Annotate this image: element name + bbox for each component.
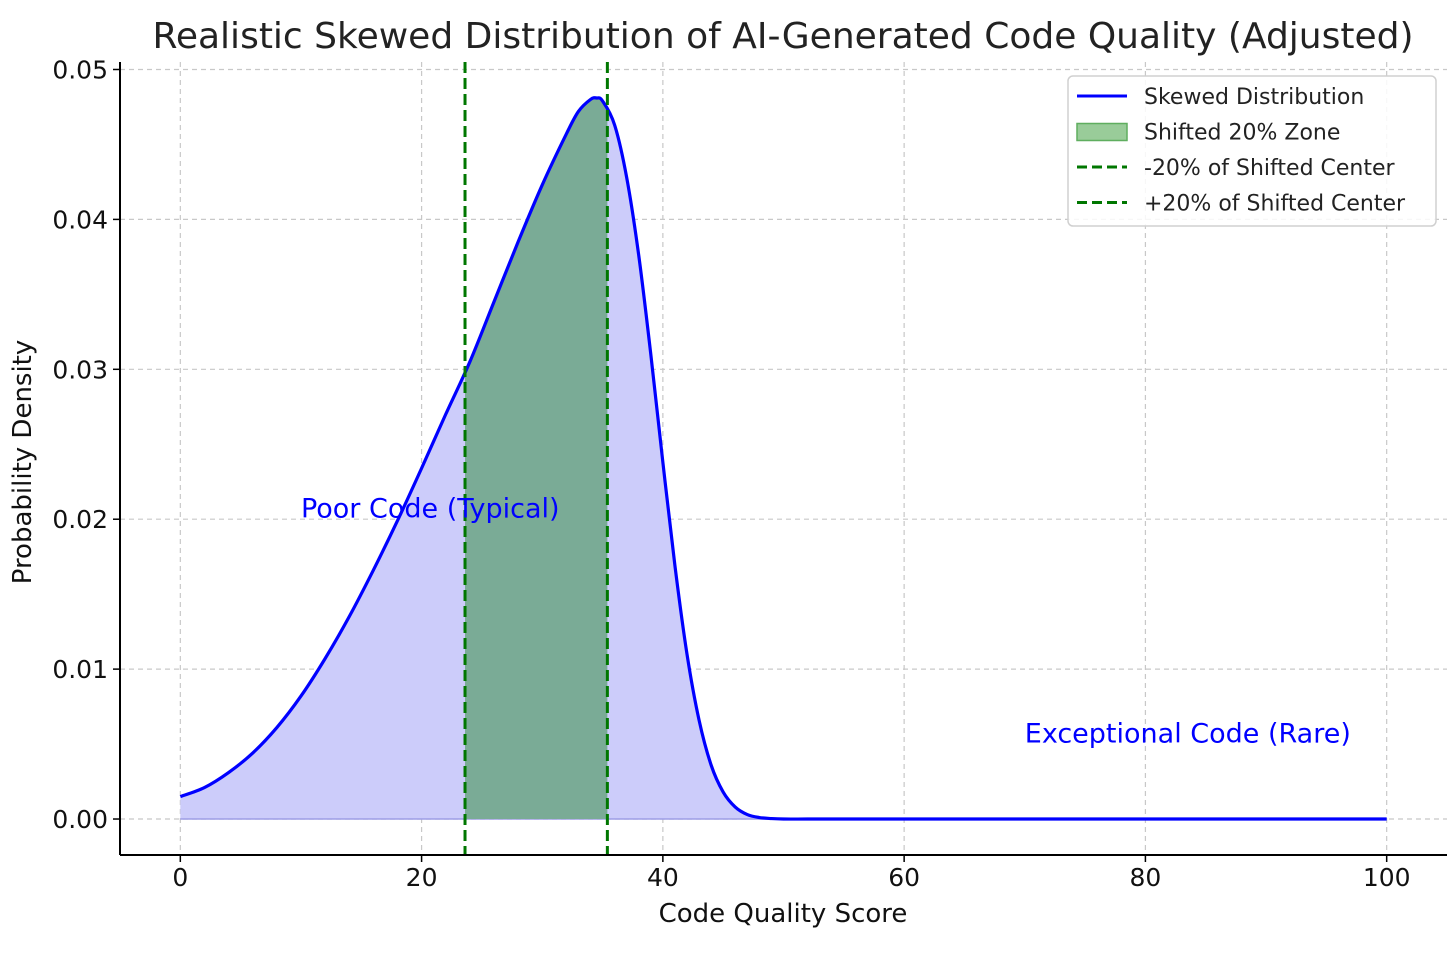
y-axis-label: Probability Density <box>8 340 38 585</box>
annotations: Poor Code (Typical) Exceptional Code (Rar… <box>301 494 1351 750</box>
x-tick-label: 100 <box>1363 863 1411 892</box>
legend-label: +20% of Shifted Center <box>1144 192 1406 217</box>
x-axis-label: Code Quality Score <box>659 899 908 929</box>
y-tick-label: 0.04 <box>52 205 108 234</box>
legend-label: Skewed Distribution <box>1144 85 1364 110</box>
legend-box <box>1067 75 1437 227</box>
series-line-skewed-distribution <box>179 96 1387 821</box>
x-tick-label: 20 <box>406 863 438 892</box>
y-ticks: 0.00 0.01 0.02 0.03 0.04 0.05 <box>52 55 120 834</box>
annotation-poor-code: Poor Code (Typical) <box>301 494 560 525</box>
chart-title: Realistic Skewed Distribution of AI-Gene… <box>152 16 1413 57</box>
x-tick-label: 80 <box>1130 863 1162 892</box>
legend-label: Shifted 20% Zone <box>1144 121 1340 146</box>
shifted-zone-area <box>465 97 608 820</box>
annotation-exceptional-code: Exceptional Code (Rare) <box>1025 719 1351 750</box>
axes <box>119 62 1447 856</box>
legend-swatch-patch <box>1076 122 1128 142</box>
x-tick-label: 40 <box>647 863 679 892</box>
legend: Skewed Distribution Shifted 20% Zone -20% … <box>1067 75 1437 227</box>
legend-label: -20% of Shifted Center <box>1144 156 1396 181</box>
shifted-zone <box>465 97 608 820</box>
y-tick-label: 0.01 <box>52 655 108 684</box>
x-tick-label: 60 <box>888 863 920 892</box>
y-tick-label: 0.02 <box>52 505 108 534</box>
x-tick-label: 0 <box>172 863 188 892</box>
vertical-lines <box>463 62 609 855</box>
y-tick-label: 0.03 <box>52 355 108 384</box>
x-ticks: 0 20 40 60 80 100 <box>172 855 1411 892</box>
distribution-line-group <box>179 96 1387 821</box>
y-tick-label: 0.05 <box>52 55 108 84</box>
y-tick-label: 0.00 <box>52 805 108 834</box>
